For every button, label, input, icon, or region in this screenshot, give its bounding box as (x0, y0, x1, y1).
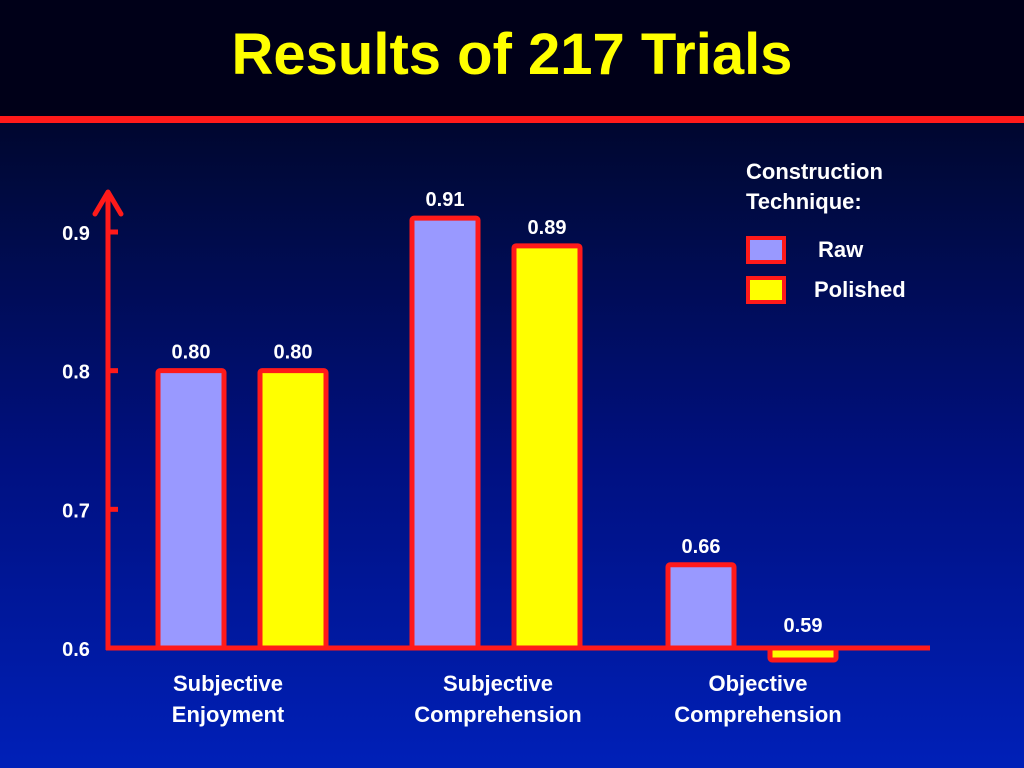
y-axis-arrow-icon (92, 189, 124, 217)
x-category-label: Objective (708, 671, 807, 696)
bar-value-label: 0.66 (682, 536, 721, 558)
bar-value-label: 0.80 (274, 342, 313, 364)
bar-raw (155, 368, 227, 651)
chart-title: Results of 217 Trials (231, 22, 793, 87)
legend-swatch-raw (746, 236, 786, 264)
legend-title: Construction (746, 159, 883, 184)
legend-swatch-polished (746, 276, 786, 304)
bar-value-label: 0.91 (426, 189, 465, 211)
legend-label-polished: Polished (814, 277, 906, 302)
legend-label-raw: Raw (818, 237, 864, 262)
y-tick-label: 0.7 (62, 500, 90, 522)
y-tick-label: 0.8 (62, 362, 90, 384)
bar-value-label: 0.80 (172, 342, 211, 364)
title-band (0, 0, 1024, 116)
bar-polished (257, 368, 329, 651)
bar-polished (511, 243, 583, 651)
title-divider (0, 116, 1024, 123)
y-tick-label: 0.6 (62, 639, 90, 661)
legend-title: Technique: (746, 189, 862, 214)
bar-value-label: 0.59 (784, 615, 823, 637)
bar-raw (665, 562, 737, 651)
y-tick-label: 0.9 (62, 223, 90, 245)
x-category-label: Comprehension (674, 702, 841, 727)
x-category-label: Subjective (443, 671, 553, 696)
x-category-label: Subjective (173, 671, 283, 696)
bar-raw (409, 215, 481, 651)
bar-value-label: 0.89 (528, 217, 567, 239)
x-category-label: Comprehension (414, 702, 581, 727)
x-category-label: Enjoyment (172, 702, 285, 727)
